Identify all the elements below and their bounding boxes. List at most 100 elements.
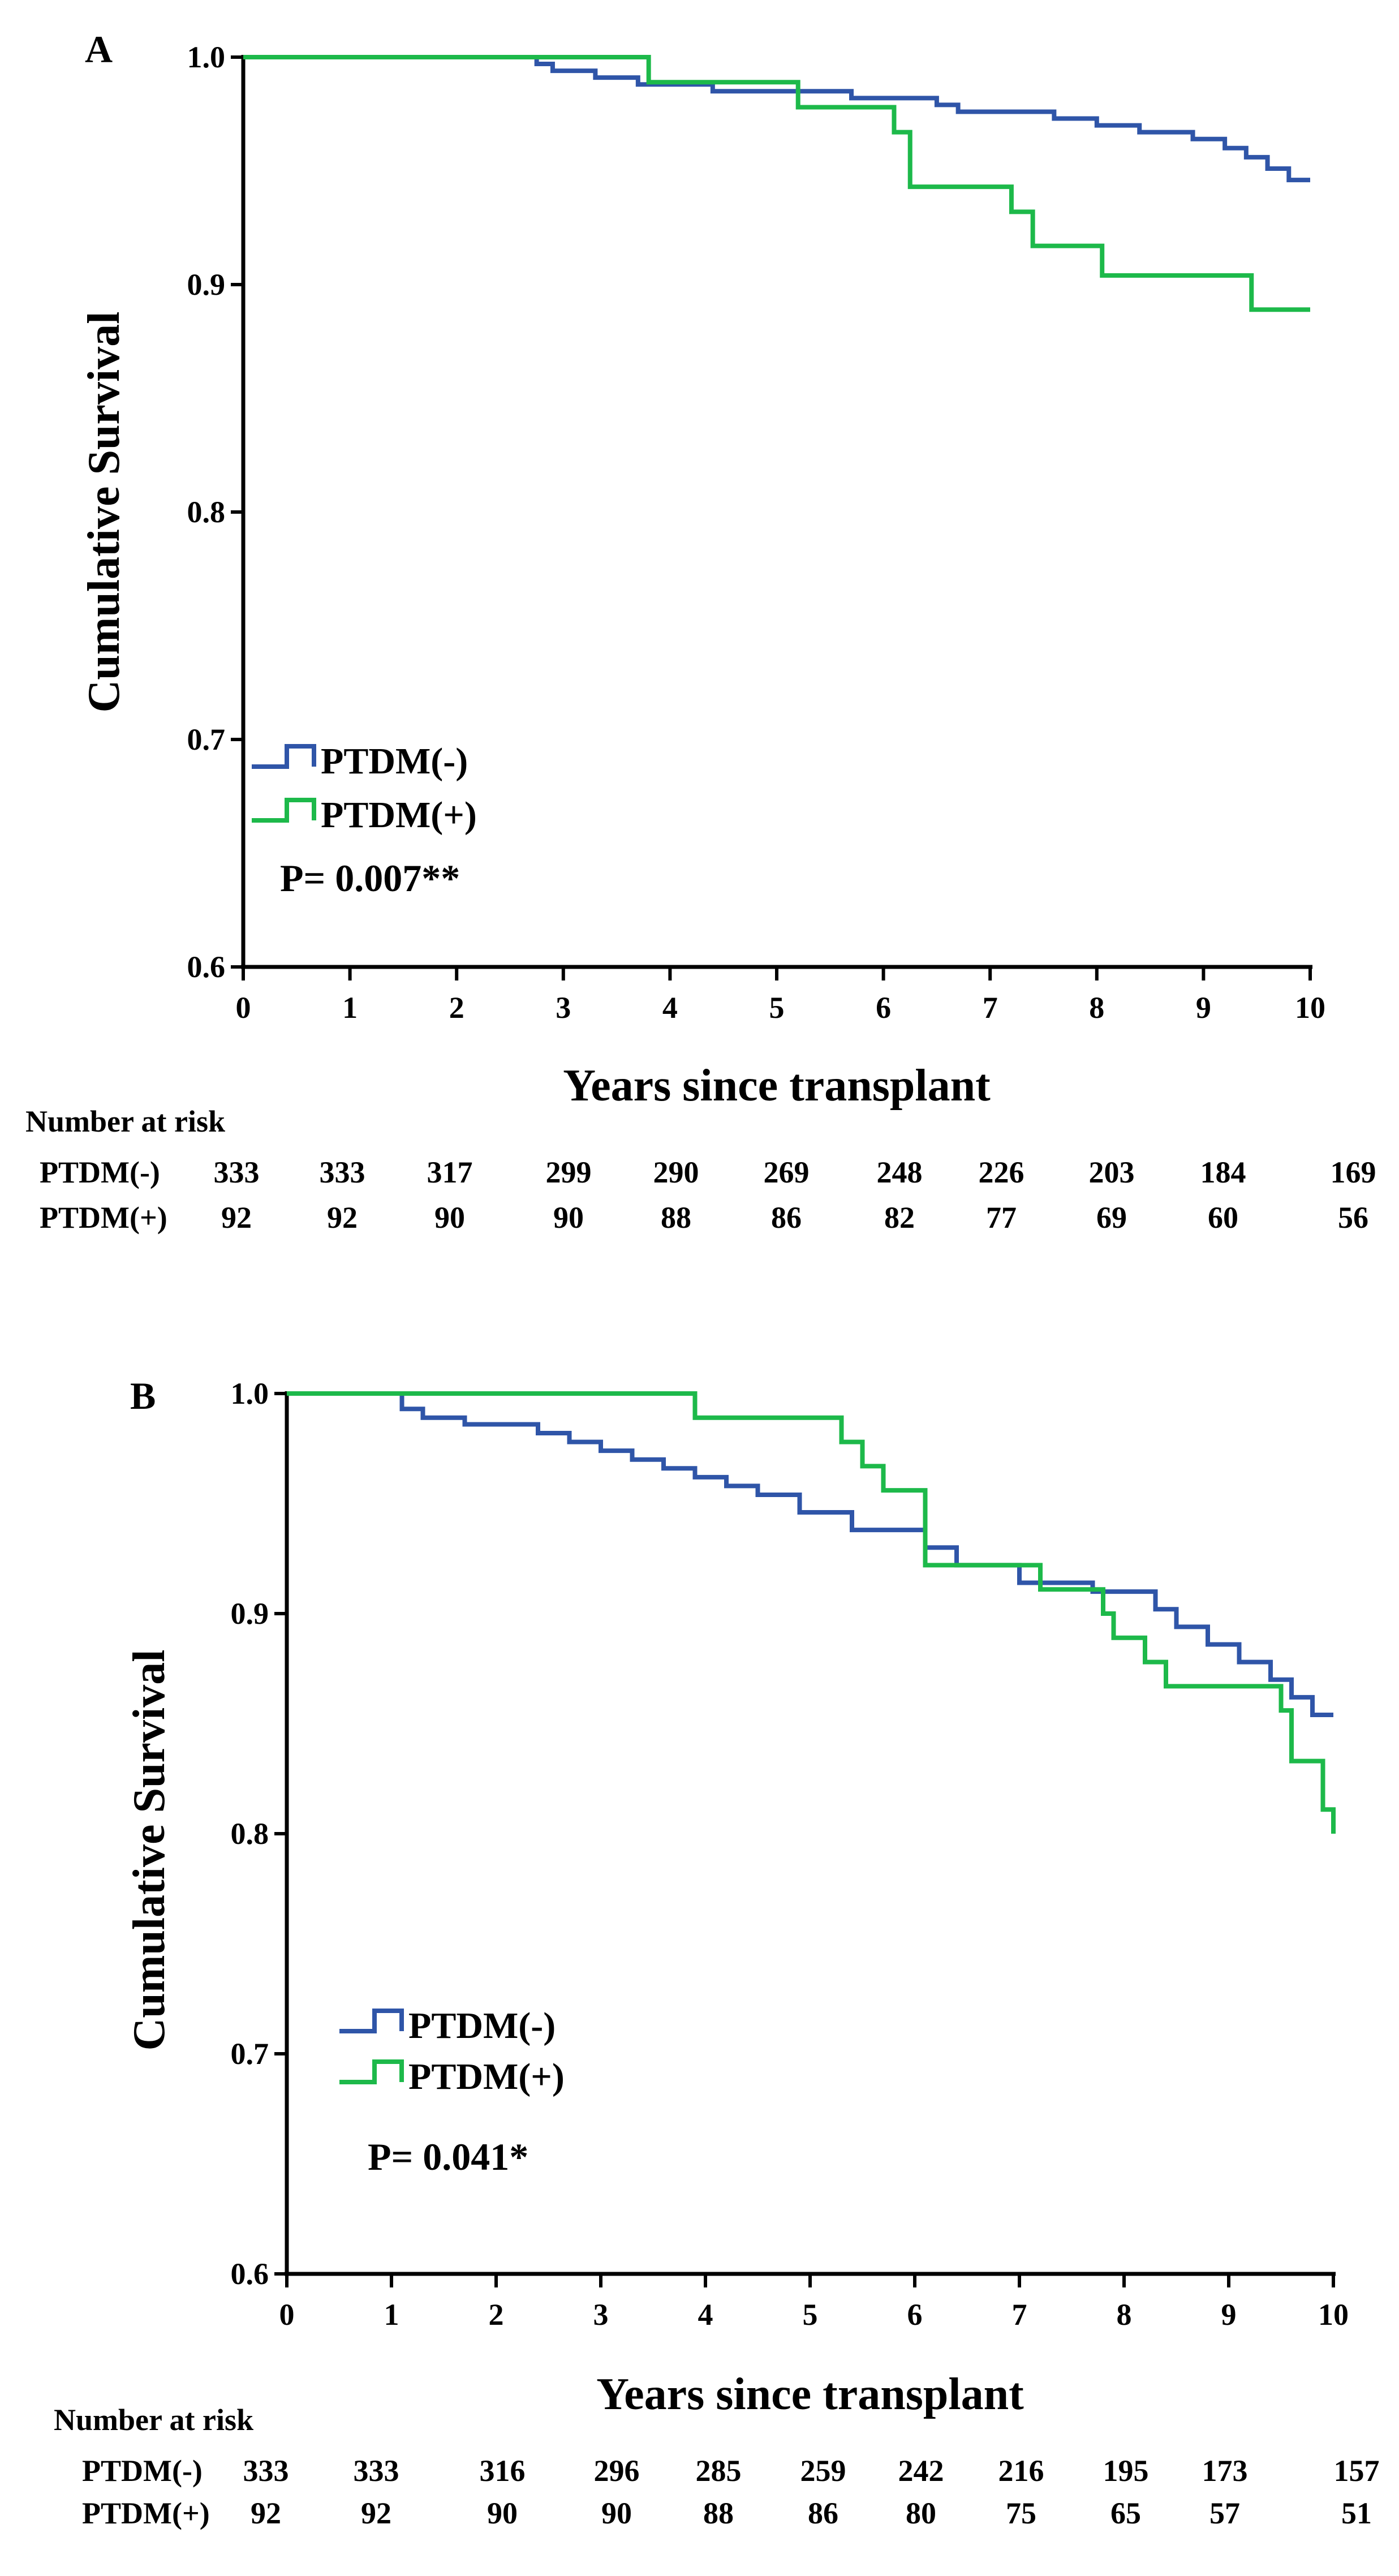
panel-b-risk-title: Number at risk <box>54 2403 253 2437</box>
panel-a-legend-ptdm-neg-symbol <box>252 744 316 769</box>
panel-b-risk-ptdm-pos-value: 86 <box>808 2496 838 2530</box>
panel-b-risk-ptdm-neg-value: 259 <box>800 2454 846 2488</box>
panel-b-x-tick-label: 10 <box>1318 2298 1349 2332</box>
panel-a-risk-ptdm-neg-value: 184 <box>1200 1155 1246 1189</box>
panel-b-legend-ptdm-neg-label: PTDM(-) <box>408 2005 556 2046</box>
panel-b-risk-ptdm-neg-value: 316 <box>480 2454 526 2488</box>
panel-b-x-tick-label: 1 <box>384 2298 399 2332</box>
panel-a-risk-ptdm-pos-value: 88 <box>661 1201 691 1235</box>
panel-b-risk-ptdm-pos-value: 88 <box>703 2496 734 2530</box>
panel-b-risk-row-ptdm-neg-label: PTDM(-) <box>82 2454 203 2488</box>
panel-a-y-tick-label: 1.0 <box>187 40 226 74</box>
panel-a-y-axis-title: Cumulative Survival <box>79 312 129 713</box>
panel-a-x-axis-title: Years since transplant <box>563 1061 991 1111</box>
panel-a-x-tick-label: 3 <box>556 991 571 1025</box>
panel-b-risk-row-ptdm-pos-label: PTDM(+) <box>82 2496 210 2530</box>
panel-b-risk-ptdm-pos-value: 57 <box>1209 2496 1240 2530</box>
panel-a-risk-ptdm-neg-value: 203 <box>1089 1155 1135 1189</box>
panel-a-risk-ptdm-pos-value: 77 <box>986 1201 1017 1235</box>
panel-a-risk-ptdm-pos-value: 90 <box>553 1201 584 1235</box>
panel-a-risk-ptdm-pos-value: 92 <box>327 1201 358 1235</box>
panel-a-p-value: P= 0.007** <box>280 857 460 900</box>
panel-a-risk-row-ptdm-pos-label: PTDM(+) <box>40 1201 167 1235</box>
panel-a-y-tick-label: 0.9 <box>187 268 226 302</box>
panel-b-series-ptdm-neg-line <box>287 1391 1333 1717</box>
panel-a-label: A <box>85 28 113 71</box>
panel-b-risk-ptdm-neg-value: 173 <box>1202 2454 1248 2488</box>
panel-a-risk-ptdm-neg-value: 169 <box>1331 1155 1376 1189</box>
panel-b-x-tick-label: 9 <box>1221 2298 1237 2332</box>
panel-a-risk-ptdm-neg-value: 248 <box>877 1155 923 1189</box>
panel-b-y-tick-label: 0.8 <box>231 1817 269 1851</box>
panel-a-risk-ptdm-pos-value: 60 <box>1208 1201 1238 1235</box>
panel-a-x-tick-label: 2 <box>449 991 464 1025</box>
panel-a-risk-ptdm-neg-value: 226 <box>979 1155 1025 1189</box>
panel-a-risk-ptdm-neg-value: 333 <box>320 1155 365 1189</box>
panel-b-risk-ptdm-neg-value: 333 <box>243 2454 289 2488</box>
panel-b-risk-ptdm-neg-value: 285 <box>696 2454 742 2488</box>
panel-a-x-tick-label: 1 <box>342 991 358 1025</box>
panel-b-risk-ptdm-pos-value: 51 <box>1341 2496 1372 2530</box>
panel-b-x-tick-label: 4 <box>698 2298 713 2332</box>
panel-b-x-tick-label: 0 <box>279 2298 295 2332</box>
panel-a-risk-ptdm-pos-value: 92 <box>221 1201 252 1235</box>
panel-b-x-tick-label: 6 <box>907 2298 923 2332</box>
panel-b-risk-ptdm-neg-value: 157 <box>1334 2454 1380 2488</box>
panel-a-legend-ptdm-pos-symbol <box>252 798 316 823</box>
panel-b-y-tick-label: 0.9 <box>231 1597 269 1631</box>
panel-a-legend-ptdm-pos-label: PTDM(+) <box>321 794 477 836</box>
panel-b-y-tick-label: 1.0 <box>231 1377 269 1410</box>
panel-a-y-tick-label: 0.6 <box>187 950 226 984</box>
panel-b-risk-ptdm-pos-value: 75 <box>1006 2496 1036 2530</box>
panel-b-series-ptdm-pos-line <box>287 1391 1336 1834</box>
panel-a-x-tick-label: 7 <box>983 991 998 1025</box>
panel-a-risk-ptdm-neg-value: 269 <box>764 1155 810 1189</box>
panel-b-x-axis-title: Years since transplant <box>596 2369 1024 2419</box>
panel-a-series-ptdm-pos-line <box>243 55 1310 312</box>
panel-a-x-tick-label: 10 <box>1295 991 1325 1025</box>
panel-a-x-tick-label: 5 <box>769 991 785 1025</box>
panel-a-risk-ptdm-neg-value: 317 <box>427 1155 473 1189</box>
panel-b-risk-ptdm-pos-value: 92 <box>361 2496 391 2530</box>
panel-b-risk-ptdm-pos-value: 65 <box>1110 2496 1141 2530</box>
panel-b-legend-ptdm-pos-symbol <box>339 2059 404 2084</box>
panel-b-risk-ptdm-pos-value: 80 <box>906 2496 936 2530</box>
panel-b-x-tick-label: 7 <box>1012 2298 1027 2332</box>
panel-b-risk-ptdm-neg-value: 333 <box>354 2454 399 2488</box>
panel-b-risk-ptdm-pos-value: 92 <box>251 2496 281 2530</box>
panel-b-x-tick-label: 8 <box>1117 2298 1132 2332</box>
panel-b-risk-ptdm-pos-value: 90 <box>487 2496 518 2530</box>
panel-b-risk-ptdm-neg-value: 216 <box>998 2454 1044 2488</box>
panel-a-x-tick-label: 9 <box>1196 991 1211 1025</box>
panel-a-y-tick-label: 0.8 <box>187 495 226 529</box>
panel-b-y-tick-label: 0.6 <box>231 2257 269 2291</box>
panel-a-risk-ptdm-neg-value: 299 <box>546 1155 592 1189</box>
panel-a-risk-row-ptdm-neg-label: PTDM(-) <box>40 1155 160 1189</box>
panel-a-x-tick-label: 6 <box>876 991 891 1025</box>
panel-b-risk-ptdm-neg-value: 195 <box>1103 2454 1149 2488</box>
panel-b-legend-ptdm-pos-label: PTDM(+) <box>408 2056 565 2097</box>
panel-b-legend-ptdm-neg-symbol <box>339 2009 404 2033</box>
panel-a-risk-ptdm-pos-value: 90 <box>434 1201 465 1235</box>
panel-a-x-tick-label: 8 <box>1089 991 1104 1025</box>
panel-a-risk-ptdm-neg-value: 333 <box>214 1155 260 1189</box>
panel-a-y-tick-label: 0.7 <box>187 723 226 756</box>
panel-a-risk-ptdm-pos-value: 69 <box>1096 1201 1127 1235</box>
panel-a-risk-title: Number at risk <box>25 1104 225 1138</box>
panel-b-x-tick-label: 5 <box>803 2298 818 2332</box>
panel-b-risk-ptdm-neg-value: 296 <box>594 2454 640 2488</box>
panel-b-x-tick-label: 3 <box>593 2298 609 2332</box>
panel-b-x-tick-label: 2 <box>489 2298 504 2332</box>
panel-a-risk-ptdm-pos-value: 86 <box>771 1201 802 1235</box>
panel-a-x-tick-label: 0 <box>236 991 251 1025</box>
panel-b-label: B <box>130 1374 156 1417</box>
panel-a-risk-ptdm-pos-value: 82 <box>884 1201 915 1235</box>
panel-b-y-tick-label: 0.7 <box>231 2037 269 2071</box>
panel-a-series-ptdm-neg-line <box>243 55 1310 183</box>
panel-b-risk-ptdm-neg-value: 242 <box>898 2454 944 2488</box>
panel-a-x-tick-label: 4 <box>662 991 678 1025</box>
panel-b-p-value: P= 0.041* <box>368 2135 528 2178</box>
panel-b-y-axis-title: Cumulative Survival <box>124 1650 174 2051</box>
panel-a-risk-ptdm-pos-value: 56 <box>1338 1201 1368 1235</box>
